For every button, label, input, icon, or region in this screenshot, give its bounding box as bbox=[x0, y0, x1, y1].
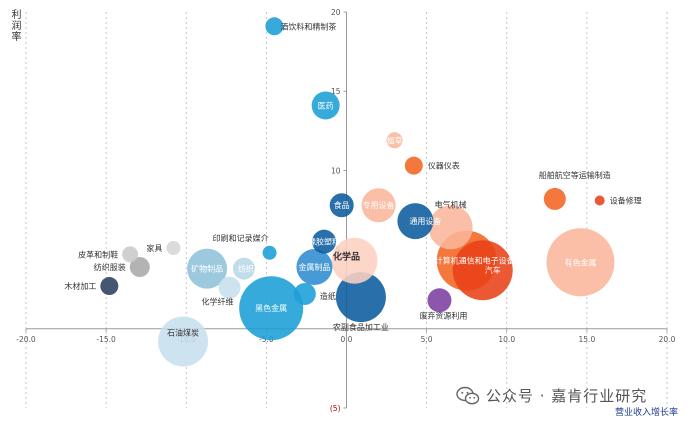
y-tick-label: 20 bbox=[331, 8, 341, 17]
bubble bbox=[232, 257, 255, 280]
bubble-label: 食品 bbox=[334, 200, 350, 210]
x-tick-label: 10.0 bbox=[498, 335, 515, 344]
bubble-label: 家具 bbox=[146, 243, 162, 253]
bubble bbox=[404, 156, 423, 175]
bubble-label: 印刷和记录媒介 bbox=[213, 234, 269, 243]
bubble-label: 通用设备 bbox=[409, 216, 441, 226]
bubble-label: 橡胶塑料 bbox=[308, 237, 340, 247]
bubble bbox=[265, 17, 284, 36]
bubble bbox=[100, 277, 119, 296]
bubble-label: 黑色金属 bbox=[255, 303, 287, 313]
bubble bbox=[187, 248, 228, 289]
bubbles bbox=[100, 17, 615, 367]
bubble-label: 纺织 bbox=[238, 264, 254, 274]
x-tick-label: -15.0 bbox=[96, 335, 116, 344]
bubble bbox=[428, 205, 473, 250]
watermark: 公众号 · 嘉肯行业研究 bbox=[456, 385, 647, 406]
y-tick-label: 15 bbox=[331, 87, 341, 96]
watermark-text: 公众号 · 嘉肯行业研究 bbox=[486, 387, 648, 405]
bubble bbox=[543, 187, 566, 210]
bubble bbox=[397, 203, 434, 240]
bubble-label: 烟草 bbox=[387, 135, 403, 145]
wechat-icon bbox=[456, 386, 480, 404]
y-tick-label: (5) bbox=[330, 404, 341, 413]
bubble bbox=[546, 228, 615, 297]
bubble bbox=[335, 272, 386, 323]
bubble bbox=[158, 316, 209, 367]
bubble-label: 石油煤炭 bbox=[167, 327, 199, 337]
bubble-label: 汽车 bbox=[485, 265, 501, 275]
bubble-label: 金属制品 bbox=[298, 262, 330, 272]
bubble-label: 纺织服装 bbox=[94, 262, 126, 272]
bubble-label: 废弃资源利用 bbox=[419, 310, 467, 320]
bubble-label: 船舶航空等运输制造 bbox=[539, 170, 611, 180]
x-tick-label: -20.0 bbox=[16, 335, 36, 344]
bubble-label: 专用设备 bbox=[363, 200, 395, 210]
bubble-label: 电气机械 bbox=[435, 199, 467, 209]
bubble-label: 造纸 bbox=[320, 291, 336, 301]
x-axis-label: 营业收入增长率 bbox=[614, 408, 678, 418]
x-tick-label: 20.0 bbox=[659, 335, 676, 344]
bubble-label: 化学品 bbox=[333, 251, 360, 263]
bubble-label: 矿物制品 bbox=[191, 264, 223, 274]
bubble bbox=[129, 257, 150, 278]
y-axis-label: 利润率 bbox=[9, 9, 20, 42]
bubble-label: 农副食品加工业 bbox=[333, 322, 389, 332]
x-tick-label: 15.0 bbox=[579, 335, 596, 344]
bubble-label: 计算机通信和电子设备 bbox=[435, 256, 515, 266]
x-tick-label: 5.0 bbox=[421, 335, 433, 344]
bubble-label: 木材加工 bbox=[64, 281, 96, 291]
bubble bbox=[452, 240, 513, 301]
bubble-label: 仪器仪表 bbox=[428, 161, 460, 171]
bubble-label: 设备修理 bbox=[610, 195, 642, 205]
bubble bbox=[312, 229, 337, 254]
bubble bbox=[262, 245, 277, 260]
bubble-label: 皮革和制鞋 bbox=[78, 249, 118, 259]
bubble bbox=[594, 195, 605, 206]
bubble-label: 有色金属 bbox=[564, 257, 596, 267]
bubble bbox=[361, 188, 396, 223]
bubble bbox=[296, 249, 333, 286]
bubble bbox=[293, 282, 316, 305]
bubble bbox=[427, 288, 452, 313]
bubble bbox=[311, 91, 340, 120]
bubble-label: 医药 bbox=[318, 100, 334, 110]
bubble bbox=[122, 246, 139, 263]
y-tick-label: 10 bbox=[331, 166, 341, 175]
bubble-label: 酒饮料和精制茶 bbox=[280, 21, 336, 31]
bubble bbox=[166, 241, 181, 256]
bubble bbox=[239, 276, 304, 341]
bubble-label: 化学纤维 bbox=[202, 297, 234, 307]
bubble bbox=[329, 193, 354, 218]
bubble bbox=[218, 276, 241, 299]
bubble bbox=[331, 237, 378, 284]
grid-lines bbox=[25, 12, 668, 408]
bubble bbox=[386, 132, 403, 149]
